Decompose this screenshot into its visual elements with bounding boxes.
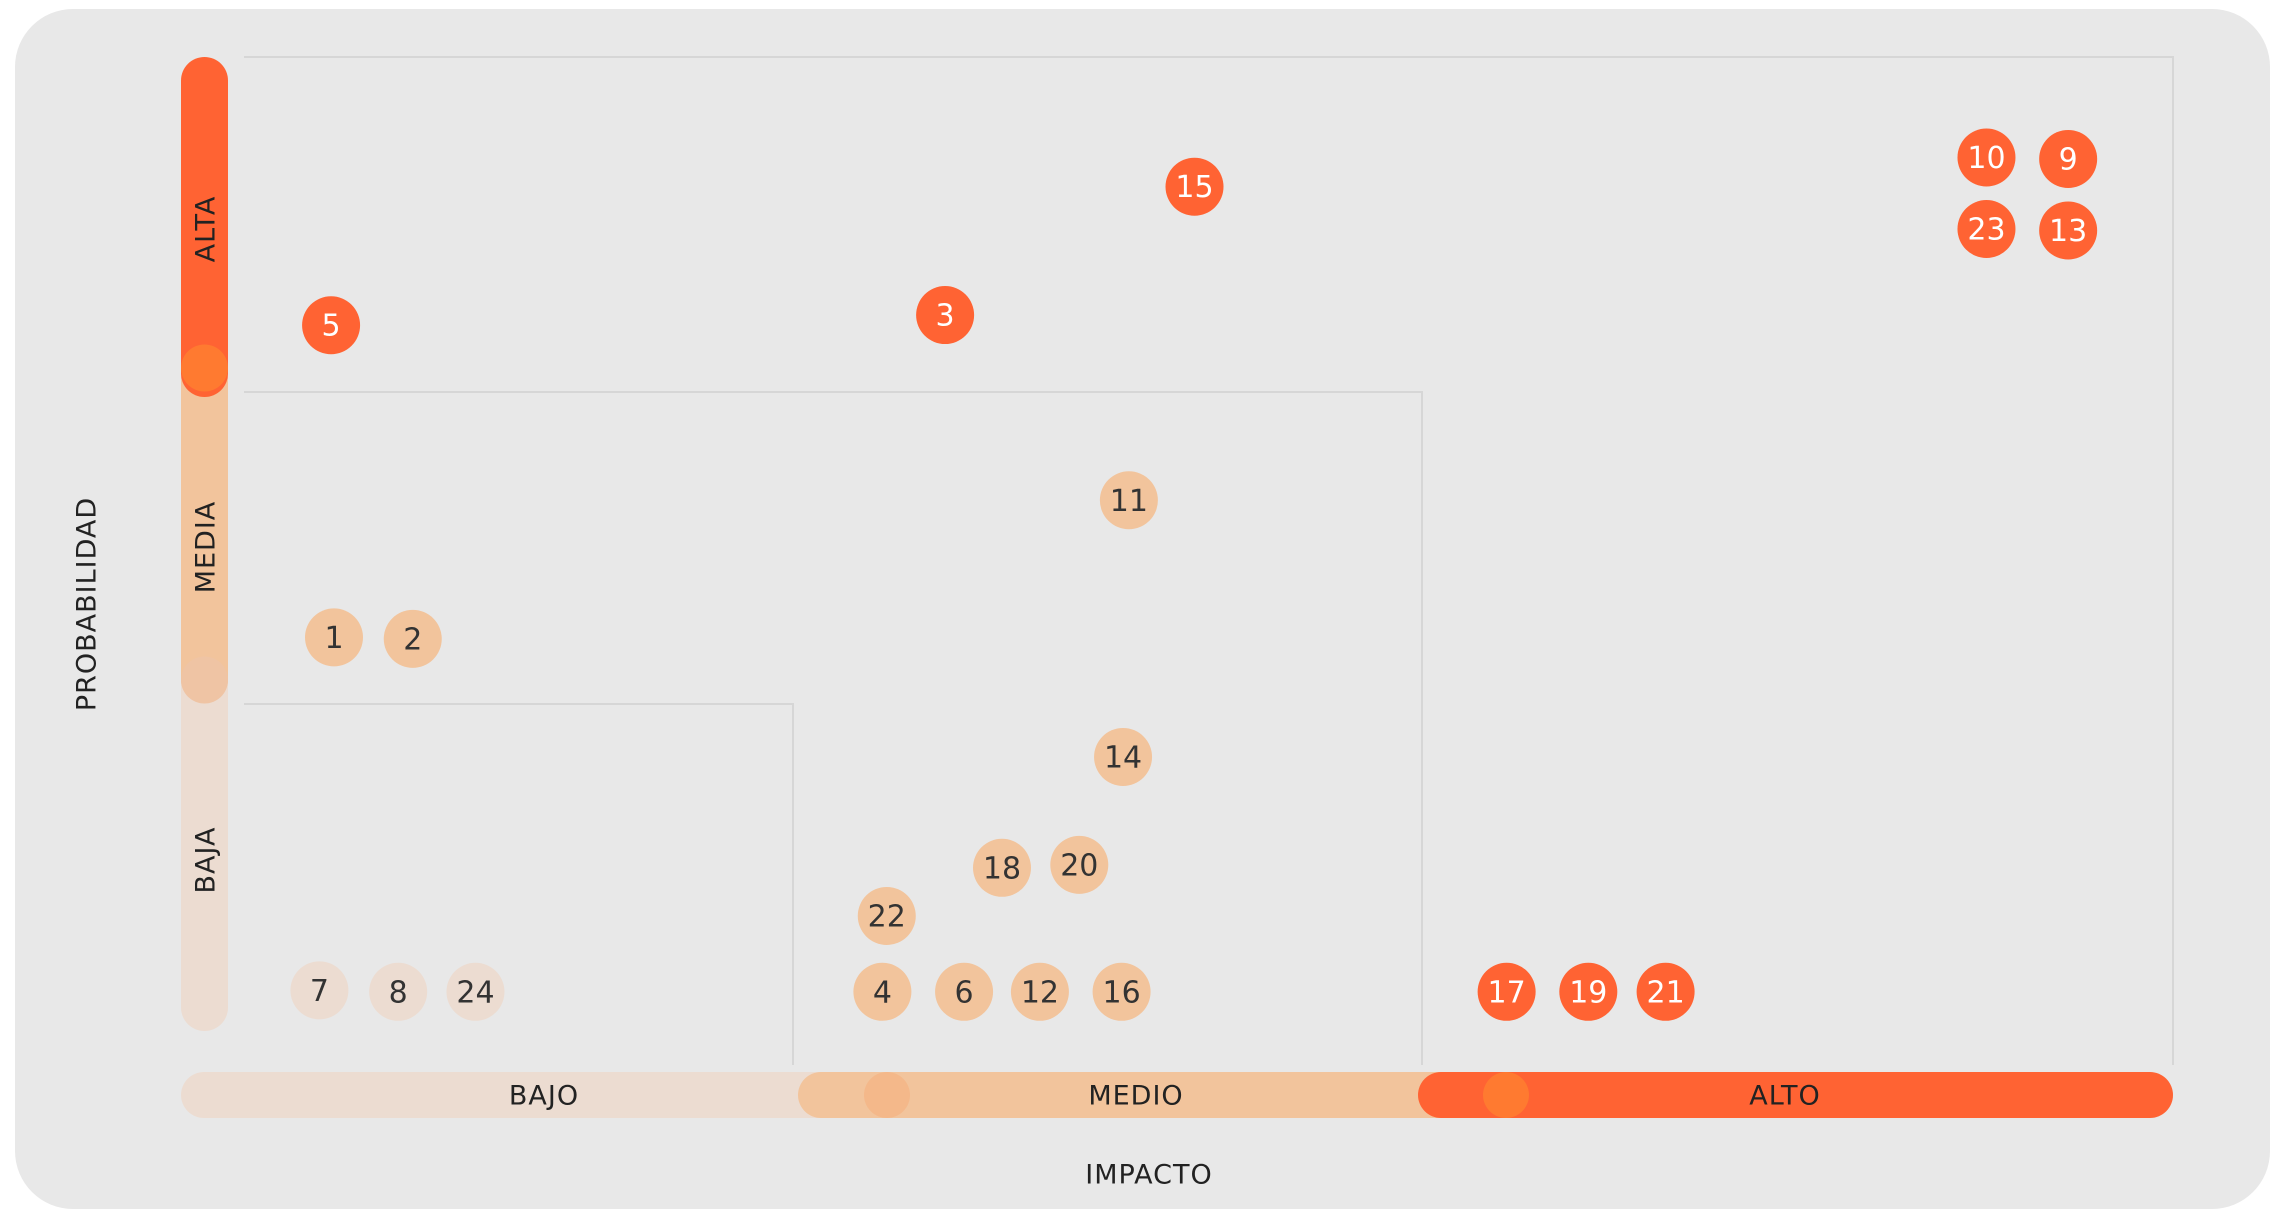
bubble	[383, 609, 442, 668]
risk-bubble: 18	[972, 838, 1031, 897]
bubble	[304, 608, 363, 667]
bar-alto	[1418, 1072, 2173, 1118]
bubble-label: 3	[936, 299, 955, 334]
overlap	[864, 1072, 910, 1118]
bubble	[290, 961, 349, 1020]
overlap	[181, 344, 228, 392]
bubble	[853, 962, 912, 1021]
bubble-label: 18	[983, 851, 1021, 886]
panel	[15, 9, 2270, 1209]
risk-bubble: 7	[290, 961, 349, 1020]
bubble-label: 17	[1488, 975, 1526, 1010]
bubble	[1636, 962, 1695, 1021]
risk-bubble: 19	[1559, 962, 1618, 1021]
risk-bubble: 6	[935, 962, 994, 1021]
risk-bubble: 21	[1636, 962, 1695, 1021]
bar-medio	[798, 1072, 1530, 1118]
risk-bubble: 11	[1099, 471, 1158, 530]
bubble	[1094, 727, 1153, 786]
bubble	[916, 286, 975, 345]
bar-media	[181, 341, 228, 703]
risk-bubble: 8	[369, 962, 428, 1021]
risk-bubble: 1	[304, 608, 363, 667]
bubble	[857, 886, 916, 945]
level-label: ALTA	[191, 196, 222, 263]
level-label: ALTO	[1749, 1081, 1821, 1112]
risk-bubble: 17	[1477, 962, 1536, 1021]
bubble-label: 20	[1060, 848, 1098, 883]
axis-title: IMPACTO	[1085, 1160, 1212, 1191]
bubble	[1050, 835, 1109, 894]
bubble-label: 15	[1175, 170, 1213, 205]
bubble-label: 23	[1967, 212, 2005, 247]
bubble	[2039, 129, 2098, 188]
bar-bajo	[181, 1072, 910, 1118]
bubble-label: 1	[324, 621, 343, 656]
level-label: BAJA	[191, 827, 222, 894]
grid	[244, 56, 2174, 1065]
bar-alta	[181, 57, 228, 397]
bubble-label: 8	[389, 975, 408, 1010]
bubble	[369, 962, 428, 1021]
bubble	[1165, 157, 1224, 216]
risk-bubble: 12	[1010, 962, 1069, 1021]
bubble-label: 4	[873, 975, 892, 1010]
risk-bubble: 10	[1957, 128, 2016, 187]
bubble	[302, 296, 361, 355]
level-label: MEDIA	[191, 501, 222, 594]
bubble-label: 21	[1647, 975, 1685, 1010]
risk-bubble: 9	[2039, 129, 2098, 188]
bubble	[1099, 471, 1158, 530]
bubble-label: 10	[1967, 141, 2005, 176]
risk-bubble: 5	[302, 296, 361, 355]
level-label: MEDIO	[1088, 1081, 1183, 1112]
zone-medium	[244, 391, 1423, 1065]
bubble-label: 19	[1569, 975, 1607, 1010]
bubble-label: 12	[1021, 975, 1059, 1010]
bubble-label: 22	[868, 899, 906, 934]
bubble	[446, 962, 505, 1021]
bubble	[1477, 962, 1536, 1021]
bubble	[2039, 201, 2098, 260]
axis-title: PROBABILIDAD	[72, 497, 103, 711]
bubble	[1957, 128, 2016, 187]
zone-low	[244, 703, 794, 1065]
risk-bubble: 20	[1050, 835, 1109, 894]
bubble-label: 24	[456, 975, 494, 1010]
bubble-label: 6	[955, 975, 974, 1010]
bubble-label: 7	[310, 974, 329, 1009]
overlap	[1483, 1072, 1529, 1118]
frame	[244, 56, 2174, 1065]
bubble-label: 11	[1110, 484, 1148, 519]
bubble-label: 9	[2059, 142, 2078, 177]
bubble-label: 5	[322, 309, 341, 344]
risk-bubble: 13	[2039, 201, 2098, 260]
bubble	[1092, 962, 1151, 1021]
bubble-label: 2	[403, 622, 422, 657]
risk-bubble: 14	[1094, 727, 1153, 786]
bubble	[1010, 962, 1069, 1021]
risk-bubble: 22	[857, 886, 916, 945]
bubble-label: 14	[1104, 740, 1142, 775]
risk-bubble: 24	[446, 962, 505, 1021]
bar-baja	[181, 662, 228, 1031]
bubble	[1559, 962, 1618, 1021]
risk-bubble: 4	[853, 962, 912, 1021]
overlap	[181, 656, 228, 704]
risk-bubble: 15	[1165, 157, 1224, 216]
bubble-label: 16	[1102, 975, 1140, 1010]
risk-bubble: 3	[916, 286, 975, 345]
bubble	[1957, 199, 2016, 258]
risk-bubble: 16	[1092, 962, 1151, 1021]
bubble	[972, 838, 1031, 897]
level-label: BAJO	[509, 1081, 579, 1112]
bubble	[935, 962, 994, 1021]
risk-bubble: 2	[383, 609, 442, 668]
risk-bubble: 23	[1957, 199, 2016, 258]
bubble-label: 13	[2049, 214, 2087, 249]
